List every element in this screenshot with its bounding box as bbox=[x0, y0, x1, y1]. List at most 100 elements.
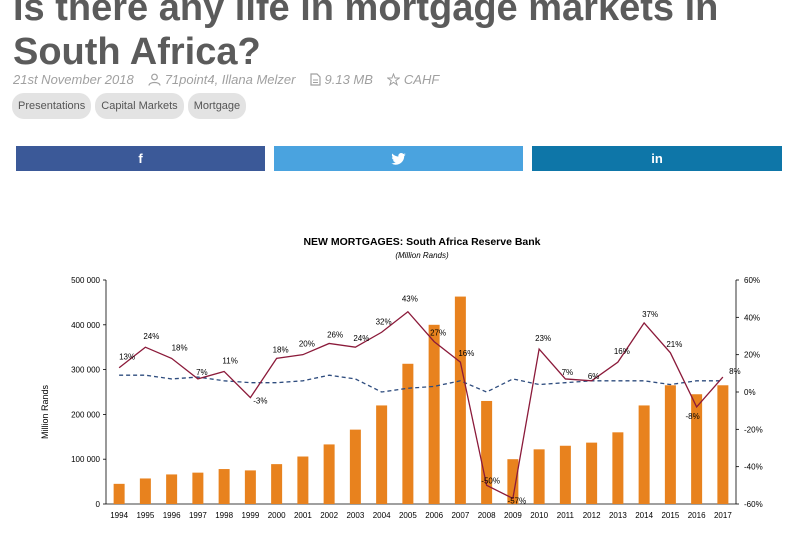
article-meta: 21st November 2018 71point4, Illana Melz… bbox=[13, 72, 439, 87]
bar bbox=[559, 445, 571, 504]
x-tick-label: 2002 bbox=[320, 511, 338, 520]
x-tick-label: 2008 bbox=[478, 511, 496, 520]
y2-tick-label: -60% bbox=[744, 500, 763, 509]
tag-presentations[interactable]: Presentations bbox=[12, 93, 92, 119]
y-tick-label: 500 000 bbox=[71, 276, 100, 285]
bar bbox=[481, 400, 493, 504]
linkedin-icon: in bbox=[651, 151, 663, 166]
bar bbox=[297, 456, 309, 504]
growth-label: 11% bbox=[222, 356, 237, 365]
share-facebook-button[interactable]: f bbox=[16, 146, 265, 171]
tag-capital-markets[interactable]: Capital Markets bbox=[95, 93, 184, 119]
y-tick-label: 200 000 bbox=[71, 410, 100, 419]
growth-label: 13% bbox=[119, 353, 135, 362]
growth-label: 20% bbox=[299, 340, 315, 349]
growth-label: 7% bbox=[562, 368, 574, 377]
article-title-line2: South Africa? bbox=[13, 31, 261, 73]
bar bbox=[428, 324, 440, 504]
bar bbox=[271, 464, 283, 504]
growth-label: 21% bbox=[666, 340, 682, 349]
growth-label: 43% bbox=[402, 295, 418, 304]
bar bbox=[349, 429, 361, 504]
y-tick-label: 300 000 bbox=[71, 366, 100, 375]
growth-label: 16% bbox=[458, 349, 474, 358]
mortgage-chart: NEW MORTGAGES: South Africa Reserve Bank… bbox=[0, 225, 800, 539]
tag-mortgage[interactable]: Mortgage bbox=[187, 93, 247, 119]
bar bbox=[533, 449, 545, 504]
growth-label: 6% bbox=[588, 372, 600, 381]
twitter-icon bbox=[391, 152, 406, 165]
bar bbox=[691, 394, 703, 504]
y2-tick-label: -40% bbox=[744, 463, 763, 472]
publisher[interactable]: CAHF bbox=[403, 72, 440, 87]
x-tick-label: 1994 bbox=[110, 511, 128, 520]
star-icon bbox=[386, 73, 400, 86]
file-icon bbox=[309, 73, 321, 86]
x-tick-label: 2015 bbox=[661, 511, 679, 520]
bar bbox=[717, 385, 729, 504]
x-tick-label: 1999 bbox=[241, 511, 259, 520]
x-tick-label: 2016 bbox=[688, 511, 706, 520]
x-tick-label: 2013 bbox=[609, 511, 627, 520]
y2-tick-label: -20% bbox=[744, 425, 763, 434]
x-tick-label: 2003 bbox=[346, 511, 364, 520]
x-tick-label: 2009 bbox=[504, 511, 522, 520]
bar bbox=[586, 442, 598, 504]
growth-label: 23% bbox=[535, 334, 551, 343]
x-tick-label: 2000 bbox=[268, 511, 286, 520]
bar bbox=[323, 444, 335, 504]
bar bbox=[402, 363, 414, 504]
bar bbox=[244, 470, 256, 504]
bar bbox=[139, 478, 151, 504]
growth-label: 7% bbox=[196, 368, 208, 377]
share-linkedin-button[interactable]: in bbox=[532, 146, 782, 171]
article-authors[interactable]: 71point4, Illana Melzer bbox=[164, 72, 296, 87]
growth-label: 32% bbox=[376, 317, 392, 326]
x-tick-label: 1997 bbox=[189, 511, 207, 520]
chart-subtitle: (Million Rands) bbox=[395, 251, 449, 260]
article-title: Is there any life in mortgage markets in… bbox=[13, 0, 793, 74]
facebook-icon: f bbox=[138, 151, 143, 166]
tag-list: Presentations Capital Markets Mortgage bbox=[12, 93, 247, 119]
growth-label: 8% bbox=[729, 367, 741, 376]
bar bbox=[612, 432, 624, 504]
growth-labels: 13% 24% 18% 7% 11% -3% 18% 20% 26% 24% 32% 43% 27% 16… bbox=[119, 295, 741, 506]
growth-label: 37% bbox=[642, 310, 658, 319]
share-twitter-button[interactable] bbox=[274, 146, 523, 171]
bar bbox=[218, 469, 230, 504]
article-date: 21st November 2018 bbox=[13, 72, 134, 87]
average-line-series bbox=[119, 374, 723, 393]
growth-label: 18% bbox=[273, 345, 289, 354]
x-tick-label: 2001 bbox=[294, 511, 312, 520]
x-tick-label: 2017 bbox=[714, 511, 732, 520]
x-tick-label: 1996 bbox=[163, 511, 181, 520]
x-tick-labels: 1994 1995 1996 1997 1998 1999 2000 2001 2002 2003… bbox=[110, 511, 732, 520]
x-tick-label: 2014 bbox=[635, 511, 653, 520]
bar bbox=[454, 296, 466, 504]
bar bbox=[192, 472, 204, 504]
growth-label: -57% bbox=[508, 496, 527, 505]
growth-line bbox=[118, 310, 724, 500]
y2-tick-label: 20% bbox=[744, 351, 760, 360]
x-tick-label: 2006 bbox=[425, 511, 443, 520]
bar bbox=[166, 474, 178, 504]
x-tick-label: 2004 bbox=[373, 511, 391, 520]
bar bbox=[507, 459, 519, 504]
y2-tick-label: 40% bbox=[744, 313, 760, 322]
x-tick-label: 2010 bbox=[530, 511, 548, 520]
y2-tick-label: 0% bbox=[744, 388, 756, 397]
growth-label: 24% bbox=[353, 334, 369, 343]
bar bbox=[113, 483, 125, 504]
bar bbox=[376, 405, 388, 504]
growth-label: -8% bbox=[686, 412, 700, 421]
x-tick-label: 1998 bbox=[215, 511, 233, 520]
bar bbox=[638, 405, 650, 504]
y-tick-label: 400 000 bbox=[71, 321, 100, 330]
article-title-line1: Is there any life in mortgage markets in bbox=[13, 0, 719, 29]
growth-label: 27% bbox=[430, 329, 446, 338]
growth-label: 18% bbox=[172, 343, 188, 352]
y-tick-label: 100 000 bbox=[71, 455, 100, 464]
file-size: 9.13 MB bbox=[324, 72, 373, 87]
growth-label: 16% bbox=[614, 347, 630, 356]
axes: 0 100 000 200 000 300 000 400 000 500 000 -60%… bbox=[71, 276, 763, 509]
